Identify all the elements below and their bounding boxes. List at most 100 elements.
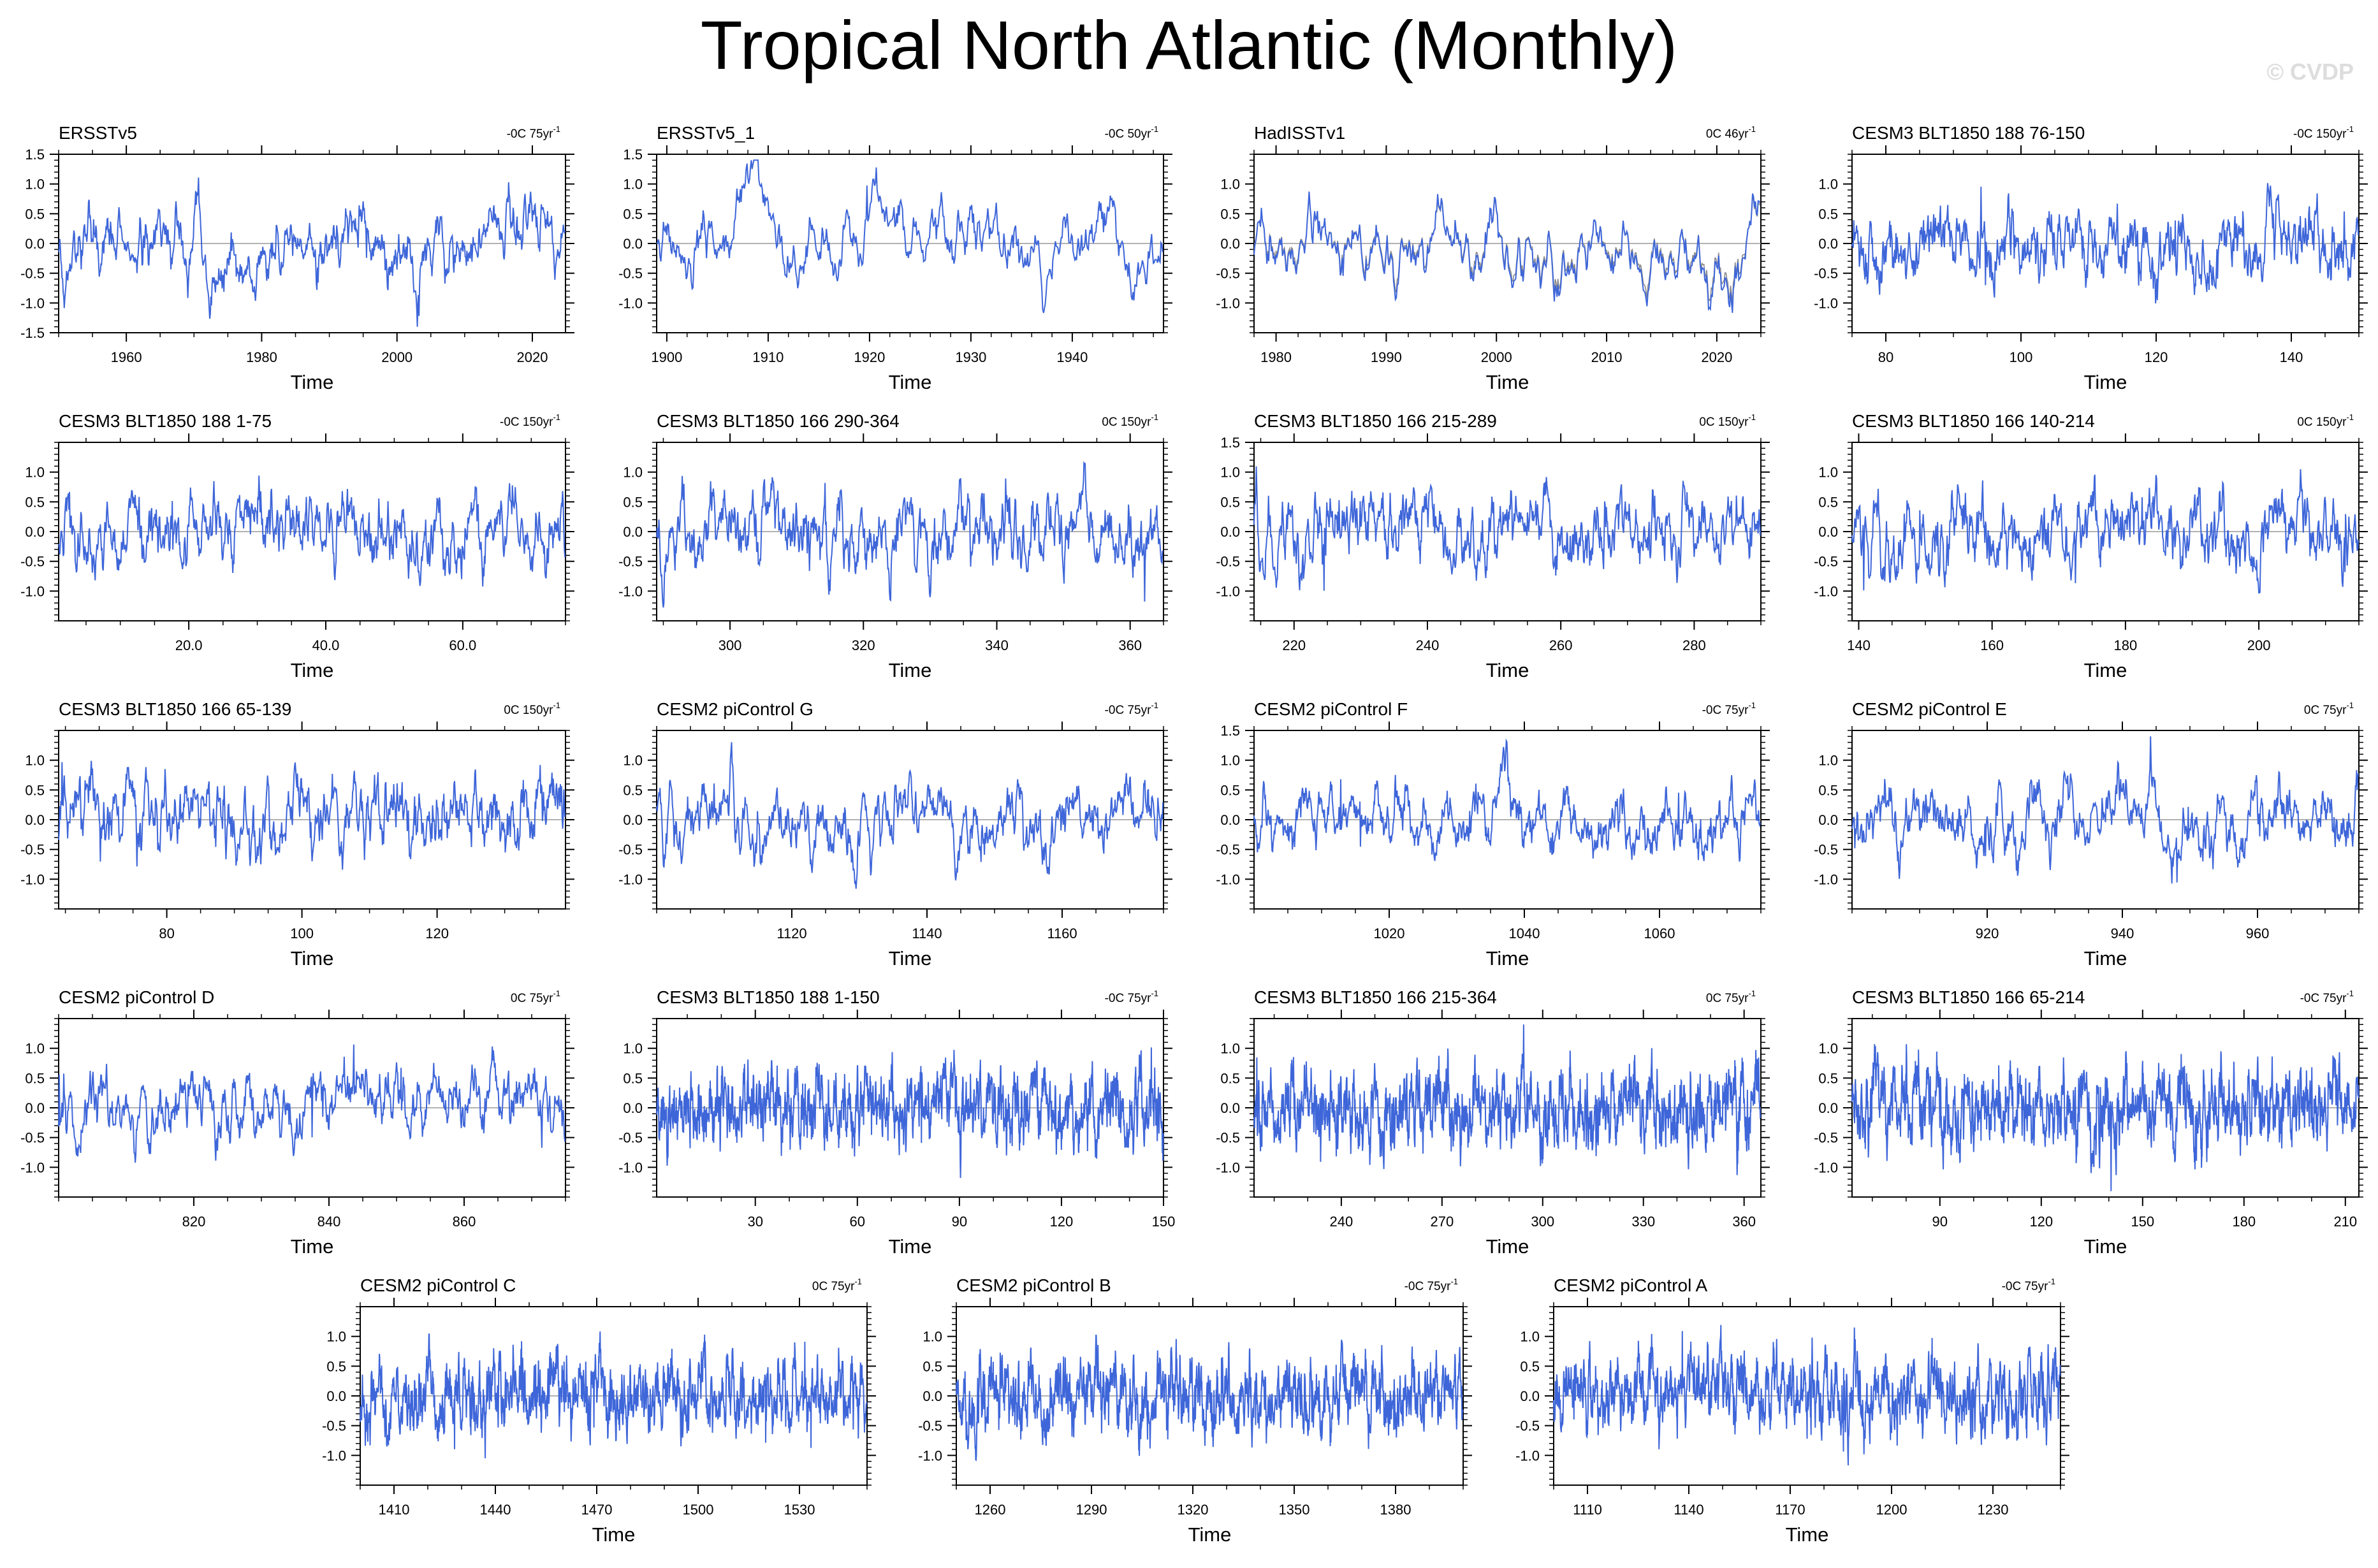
y-tick-label: 0.5 <box>25 782 45 798</box>
panel: CESM2 piControl B -0C 75yr-1 1.0 0.5 0.0 -0.5… <box>918 1275 1472 1546</box>
y-tick-label: -1.0 <box>618 295 643 311</box>
y-tick-label: 1.0 <box>623 465 643 481</box>
x-axis-label: Time <box>1486 947 1529 969</box>
series-line <box>58 177 566 327</box>
y-tick-label: 1.0 <box>1220 753 1240 769</box>
x-tick-label: 2000 <box>1481 349 1512 365</box>
y-tick-label: 1.0 <box>1818 177 1838 192</box>
y-tick-label: 1.5 <box>623 147 643 163</box>
x-tick-label: 360 <box>1118 637 1142 653</box>
y-tick-label: -1.0 <box>322 1448 346 1463</box>
x-tick-label: 140 <box>2280 349 2303 365</box>
trend-label: -0C 75yr-1 <box>1404 1277 1458 1293</box>
x-tick-label: 280 <box>1682 637 1706 653</box>
x-tick-label: 150 <box>1152 1214 1176 1230</box>
y-tick-label: 0.5 <box>25 1070 45 1086</box>
trend-label: 0C 150yr-1 <box>1102 412 1158 429</box>
x-tick-label: 30 <box>747 1214 762 1230</box>
panel: CESM3 BLT1850 188 76-150 -0C 150yr-1 1.0 0.… <box>1814 123 2368 393</box>
x-tick-label: 1110 <box>1573 1502 1602 1518</box>
x-tick-label: 1900 <box>651 349 682 365</box>
y-tick-label: 1.0 <box>326 1329 346 1345</box>
y-tick-label: 1.0 <box>1818 753 1838 769</box>
x-tick-label: 1960 <box>111 349 142 365</box>
panel-title: ERSSTv5_1 <box>657 123 755 143</box>
x-tick-label: 180 <box>2232 1214 2256 1230</box>
x-axis-label: Time <box>1486 371 1529 393</box>
x-tick-label: 210 <box>2333 1214 2357 1230</box>
y-tick-label: 0.5 <box>326 1358 346 1374</box>
y-tick-label: -0.5 <box>618 1130 643 1146</box>
y-tick-label: 0.0 <box>1220 1100 1240 1116</box>
x-tick-label: 1920 <box>854 349 885 365</box>
panel-title: CESM3 BLT1850 166 140-214 <box>1852 411 2095 431</box>
panel: CESM3 BLT1850 166 290-364 0C 150yr-1 1.0 0.… <box>618 411 1172 681</box>
y-tick-label: -0.5 <box>1515 1418 1540 1434</box>
x-tick-label: 1410 <box>379 1502 410 1518</box>
x-tick-label: 1040 <box>1509 926 1540 941</box>
x-tick-label: 300 <box>719 637 742 653</box>
x-axis-label: Time <box>889 659 932 681</box>
x-tick-label: 860 <box>453 1214 476 1230</box>
panel-title: HadISSTv1 <box>1254 123 1345 143</box>
x-tick-label: 270 <box>1430 1214 1454 1230</box>
x-axis-label: Time <box>889 947 932 969</box>
y-tick-label: 1.5 <box>1220 435 1240 451</box>
series-line <box>1851 469 2360 594</box>
y-tick-label: 1.0 <box>25 1041 45 1057</box>
y-tick-label: -0.5 <box>20 554 45 570</box>
panel-title: ERSSTv5 <box>59 123 137 143</box>
y-tick-label: 0.5 <box>1818 782 1838 798</box>
page-title: Tropical North Atlantic (Monthly) <box>700 6 1678 83</box>
x-tick-label: 80 <box>1878 349 1893 365</box>
x-tick-label: 1980 <box>1260 349 1292 365</box>
x-tick-label: 840 <box>317 1214 341 1230</box>
y-tick-label: -0.5 <box>1216 266 1240 282</box>
panel: CESM3 BLT1850 166 65-139 0C 150yr-1 1.0 0.5… <box>20 699 574 969</box>
x-tick-label: 2010 <box>1591 349 1623 365</box>
x-tick-label: 100 <box>2010 349 2033 365</box>
y-tick-label: 0.5 <box>623 1070 643 1086</box>
panel: HadISSTv1 0C 46yr-1 1.0 0.5 0.0 -0.5 -1.0 1980 1… <box>1216 123 1770 393</box>
y-tick-label: 0.0 <box>1818 1100 1838 1116</box>
x-tick-label: 960 <box>2246 926 2270 941</box>
trend-label: 0C 150yr-1 <box>1699 412 1756 429</box>
y-tick-label: 1.0 <box>623 753 643 769</box>
y-tick-label: 0.5 <box>1220 782 1240 798</box>
trend-label: 0C 46yr-1 <box>1706 124 1756 141</box>
x-tick-label: 140 <box>1847 637 1871 653</box>
y-tick-label: 1.0 <box>623 177 643 192</box>
x-tick-label: 360 <box>1732 1214 1756 1230</box>
x-tick-label: 1990 <box>1371 349 1402 365</box>
y-tick-label: -1.0 <box>20 583 45 599</box>
x-tick-label: 120 <box>2145 349 2168 365</box>
panel-title: CESM3 BLT1850 166 215-289 <box>1254 411 1497 431</box>
y-tick-label: -0.5 <box>618 554 643 570</box>
x-axis-label: Time <box>889 1235 932 1258</box>
x-tick-label: 1260 <box>975 1502 1006 1518</box>
x-axis-label: Time <box>889 371 932 393</box>
y-tick-label: 0.0 <box>25 524 45 540</box>
x-tick-label: 300 <box>1531 1214 1554 1230</box>
series-line <box>656 461 1164 608</box>
trend-label: 0C 75yr-1 <box>1706 989 1756 1005</box>
y-tick-label: 0.5 <box>1220 206 1240 222</box>
panel: CESM2 piControl A -0C 75yr-1 1.0 0.5 0.0 -0.5… <box>1515 1275 2069 1546</box>
x-axis-label: Time <box>2084 1235 2127 1258</box>
y-tick-label: -1.5 <box>20 325 45 341</box>
series-line <box>1253 1024 1762 1175</box>
panel: CESM3 BLT1850 166 215-364 0C 75yr-1 1.0 0.5… <box>1216 987 1770 1258</box>
x-tick-label: 2020 <box>517 349 548 365</box>
trend-label: 0C 75yr-1 <box>2304 701 2354 717</box>
watermark: © CVDP <box>2266 59 2354 85</box>
y-tick-label: -0.5 <box>20 842 45 858</box>
trend-label: -0C 75yr-1 <box>2300 989 2354 1005</box>
panel-title: CESM2 piControl B <box>956 1275 1111 1295</box>
y-tick-label: -1.0 <box>918 1448 942 1463</box>
panel-title: CESM3 BLT1850 166 290-364 <box>657 411 900 431</box>
x-tick-label: 1500 <box>683 1502 714 1518</box>
x-tick-label: 1350 <box>1279 1502 1310 1518</box>
x-tick-label: 1910 <box>752 349 784 365</box>
y-tick-label: 0.5 <box>1818 494 1838 510</box>
x-axis-label: Time <box>2084 947 2127 969</box>
